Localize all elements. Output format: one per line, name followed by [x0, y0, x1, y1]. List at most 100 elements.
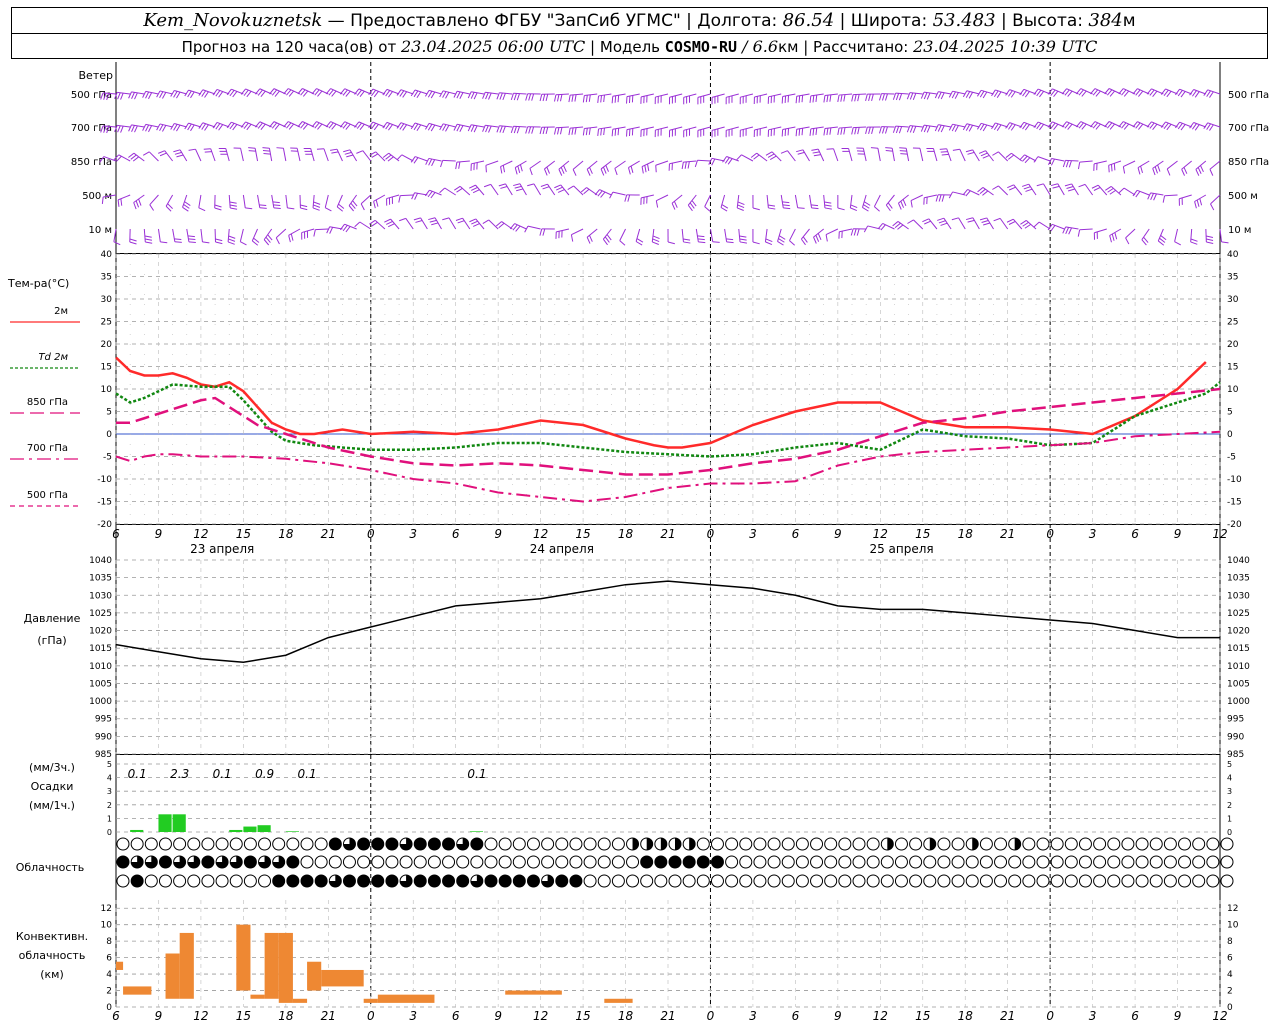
wind-barb-feather — [885, 150, 893, 152]
wind-barb-feather — [371, 221, 378, 227]
wind-barb-shaft — [794, 194, 799, 208]
cloud-cover-icon — [979, 874, 993, 888]
wind-barb-feather — [218, 124, 224, 131]
convective-ytick-right: 0 — [1227, 1003, 1233, 1013]
wind-barb-feather — [539, 127, 543, 135]
wind-barb-feather — [894, 222, 901, 229]
wind-barb-feather — [711, 158, 716, 166]
cloud-cover-icon — [739, 855, 753, 869]
wind-barb-feather — [300, 207, 308, 211]
wind-barb-feather — [1132, 189, 1138, 197]
wind-barb-shaft — [1051, 157, 1065, 162]
wind-barb-feather — [652, 241, 659, 245]
wind-barb-shaft — [475, 184, 485, 196]
wind-barb-feather — [1068, 160, 1072, 168]
wind-barb-shaft — [471, 124, 485, 128]
cloud-cover-icon — [371, 855, 385, 869]
wind-barb-shaft — [598, 93, 612, 97]
wind-barb-shaft — [117, 124, 131, 128]
wind-barb-feather — [782, 204, 790, 207]
wind-barb-feather — [1075, 121, 1082, 128]
wind-barb-feather — [344, 151, 352, 155]
wind-barb-shaft — [457, 123, 470, 128]
precip-bar — [243, 826, 257, 832]
wind-barb-feather — [802, 236, 808, 243]
cloud-cover-icon — [1163, 874, 1177, 888]
wind-barb-feather — [1152, 123, 1158, 130]
wind-barb-feather — [1189, 89, 1195, 96]
wind-barb-feather — [485, 165, 487, 173]
wind-barb-feather — [1159, 237, 1166, 243]
wind-barb-feather — [602, 238, 608, 246]
wind-barb-shaft — [655, 93, 669, 98]
convective-unit: (км) — [40, 968, 64, 981]
model-separator: / — [737, 37, 753, 56]
wind-barb-feather — [103, 125, 107, 133]
wind-barb-shaft — [853, 93, 867, 96]
wind-barb-feather — [941, 153, 949, 156]
wind-barb-feather — [288, 90, 295, 97]
cloud-cover-icon — [258, 874, 272, 888]
wind-barb-feather — [572, 169, 577, 176]
wind-barb-feather — [826, 128, 829, 136]
cloud-cover-icon — [569, 837, 583, 851]
cloud-cover-fill — [929, 838, 936, 850]
wind-barb-feather — [240, 121, 246, 128]
wind-barb-feather — [502, 93, 506, 101]
wind-barb-shaft — [349, 149, 358, 162]
cloud-cover-icon — [696, 874, 710, 888]
wind-barb-feather — [510, 93, 514, 101]
cloud-cover-fill — [258, 856, 271, 868]
cloud-cover-icon — [555, 855, 569, 869]
cloud-cover-icon — [1135, 837, 1149, 851]
cloud-cover-fill — [400, 838, 413, 850]
wind-barb-feather — [1183, 167, 1188, 174]
convective-xtick-label: 9 — [494, 1009, 502, 1023]
wind-barb-feather — [892, 125, 897, 133]
wind-barb-shaft — [462, 217, 471, 230]
wind-barb-shaft — [825, 228, 839, 236]
wind-barb-feather — [922, 218, 929, 223]
cloud-cover-icon — [442, 855, 456, 869]
wind-barb-feather — [600, 191, 606, 198]
cloud-cover-fill — [187, 856, 200, 868]
wind-barb-shaft — [485, 160, 499, 166]
cloud-cover-icon — [470, 855, 484, 869]
cloud-cover-icon — [1206, 874, 1220, 888]
wind-barb-feather — [673, 201, 678, 208]
wind-barb-feather — [817, 233, 822, 240]
cloud-cover-icon — [243, 874, 257, 888]
temp-ytick-right: -5 — [1227, 453, 1236, 463]
wind-barb-feather — [878, 93, 882, 101]
precip-bar — [257, 825, 271, 832]
wind-barb-feather — [813, 154, 821, 157]
cloud-cover-icon — [201, 837, 215, 851]
wind-barb-feather — [619, 240, 626, 246]
cloud-cover-icon — [314, 837, 328, 851]
wind-barb-feather — [1149, 122, 1155, 129]
temp-xtick-label: 9 — [494, 527, 502, 541]
wind-barb-feather — [1206, 90, 1211, 97]
wind-barb-shaft — [1013, 184, 1023, 196]
wind-barb-shaft — [938, 91, 952, 95]
wind-barb-feather — [854, 94, 857, 102]
wind-barb-feather — [1050, 122, 1056, 129]
wind-barb-shaft — [1166, 160, 1178, 170]
wind-barb-feather — [937, 124, 942, 132]
temp-xtick-label: 18 — [958, 527, 974, 541]
wind-barb-shaft — [198, 194, 202, 208]
cloud-cover-icon — [1178, 874, 1192, 888]
wind-level-label-right: 850 гПа — [1228, 157, 1269, 168]
cloud-cover-icon — [1192, 874, 1206, 888]
wind-barb-feather — [801, 128, 804, 136]
wind-barb-feather — [1036, 183, 1044, 187]
wind-barb-shaft — [390, 218, 400, 230]
wind-barb-feather — [413, 157, 419, 164]
wind-barb-feather — [144, 238, 153, 241]
model-resolution: 6.6 — [752, 37, 779, 56]
wind-barb-feather — [815, 235, 820, 242]
wind-barb-feather — [352, 200, 358, 207]
wind-barb-feather — [1166, 123, 1172, 131]
cloud-cover-icon — [781, 855, 795, 869]
forecast-label: Прогноз на 120 часа(ов) от — [181, 38, 401, 56]
